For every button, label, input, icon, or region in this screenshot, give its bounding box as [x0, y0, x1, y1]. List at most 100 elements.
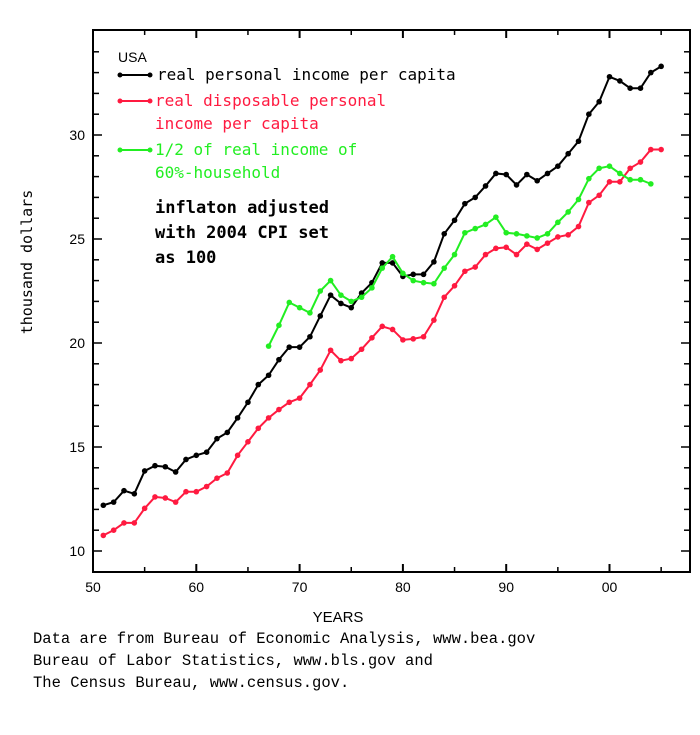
- data-point: [203, 449, 210, 456]
- data-point: [410, 271, 417, 278]
- data-point: [338, 292, 344, 298]
- data-point: [648, 69, 654, 76]
- data-point: [534, 246, 540, 253]
- data-point: [131, 491, 138, 497]
- data-point: [296, 304, 303, 311]
- series-2: [265, 163, 654, 349]
- data-point: [152, 494, 158, 500]
- data-point: [555, 234, 561, 240]
- data-point: [503, 171, 510, 178]
- data-point: [307, 310, 313, 316]
- data-point: [637, 85, 644, 91]
- data-point: [327, 347, 334, 354]
- x-axis-label: YEARS: [313, 609, 364, 626]
- legend-label: 1/2 of real income of: [155, 140, 357, 159]
- y-tick-label: 20: [69, 335, 85, 351]
- data-point: [617, 170, 623, 177]
- data-point: [513, 251, 520, 258]
- data-point: [348, 298, 355, 305]
- data-point: [193, 452, 200, 459]
- annotation-line: with 2004 CPI set: [155, 223, 329, 243]
- data-point: [627, 85, 633, 91]
- x-tick-label: 50: [85, 579, 101, 595]
- legend-label: income per capita: [155, 114, 319, 133]
- data-point: [575, 196, 582, 203]
- data-point: [648, 146, 654, 153]
- data-point: [524, 233, 530, 239]
- data-point: [544, 231, 551, 237]
- data-point: [389, 260, 396, 266]
- legend: USA real personal income per capita real …: [117, 49, 456, 182]
- data-point: [472, 225, 479, 232]
- legend-label: real personal income per capita: [157, 65, 456, 84]
- data-point: [358, 290, 365, 296]
- data-point: [617, 179, 623, 185]
- data-point: [338, 300, 344, 307]
- plot-frame: [92, 29, 691, 573]
- data-point: [596, 192, 602, 199]
- data-point: [441, 294, 448, 301]
- data-point: [441, 231, 448, 237]
- data-point: [410, 277, 417, 284]
- data-point: [617, 78, 623, 84]
- data-point: [296, 344, 303, 350]
- data-point: [534, 235, 540, 241]
- data-point: [369, 335, 375, 341]
- data-point: [265, 372, 272, 379]
- x-tick-label: 00: [602, 579, 618, 595]
- data-point: [503, 244, 510, 251]
- data-point: [389, 326, 396, 333]
- data-point: [255, 381, 262, 388]
- data-point: [276, 356, 282, 363]
- data-point: [482, 251, 489, 258]
- legend-marker: [117, 98, 123, 104]
- data-point: [462, 268, 468, 275]
- data-point: [544, 240, 551, 246]
- data-point: [451, 283, 458, 289]
- data-point: [431, 259, 437, 265]
- data-point: [100, 502, 107, 509]
- data-point: [658, 63, 664, 70]
- data-point: [575, 223, 582, 230]
- y-tick-label: 10: [69, 543, 85, 559]
- data-point: [451, 251, 458, 258]
- legend-marker: [147, 72, 153, 78]
- data-point: [265, 415, 272, 421]
- data-point: [606, 179, 613, 185]
- y-tick-label: 25: [69, 231, 85, 247]
- data-point: [224, 470, 231, 476]
- data-point: [369, 285, 375, 291]
- data-point: [172, 469, 179, 475]
- data-point: [431, 317, 437, 323]
- data-point: [276, 322, 282, 329]
- data-point: [575, 138, 582, 145]
- data-point: [493, 170, 499, 177]
- data-point: [410, 336, 417, 342]
- x-tick-label: 60: [189, 579, 205, 595]
- data-point: [193, 488, 200, 495]
- data-point: [296, 395, 303, 401]
- data-point: [596, 98, 602, 105]
- data-point: [214, 435, 220, 442]
- x-tick-label: 70: [292, 579, 308, 595]
- x-tick-label: 80: [395, 579, 411, 595]
- data-point: [627, 176, 633, 183]
- data-point: [606, 73, 613, 80]
- data-point: [245, 439, 251, 445]
- data-point: [637, 159, 644, 165]
- annotation: inflaton adjusted with 2004 CPI set as 1…: [155, 198, 329, 268]
- data-point: [234, 452, 241, 459]
- data-point: [503, 229, 510, 236]
- data-point: [379, 323, 386, 330]
- data-point: [327, 277, 334, 284]
- data-point: [658, 146, 664, 153]
- data-point: [358, 346, 365, 353]
- data-point: [596, 165, 602, 172]
- data-point: [214, 475, 220, 482]
- data-point: [317, 288, 324, 294]
- legend-label: 60%-household: [155, 163, 280, 182]
- data-point: [472, 264, 479, 270]
- data-point: [420, 271, 427, 278]
- data-point: [555, 163, 561, 169]
